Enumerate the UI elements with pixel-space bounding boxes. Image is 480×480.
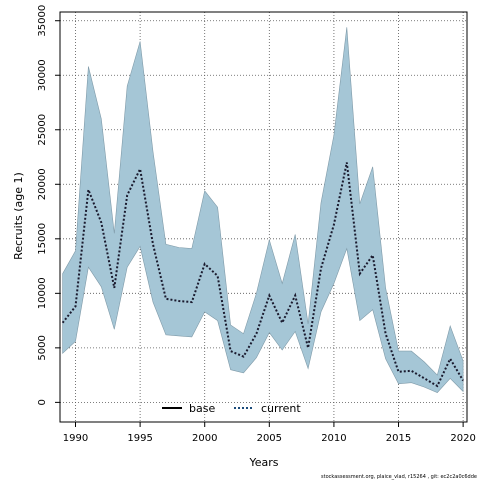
- y-axis-ticks: 0 5000 10000 15000 20000 25000 30000 35000: [37, 5, 60, 406]
- y-tick-label: 30000: [37, 59, 48, 91]
- y-axis-title: Recruits (age 1): [12, 172, 25, 260]
- x-axis-title: Years: [248, 456, 278, 469]
- legend-base-label: base: [189, 402, 215, 415]
- x-tick-label: 2020: [450, 433, 475, 444]
- y-tick-label: 35000: [37, 5, 48, 37]
- x-tick-label: 1990: [63, 433, 88, 444]
- series-line-current: [61, 162, 464, 388]
- legend: base current: [162, 402, 301, 415]
- series-lines: [61, 162, 464, 388]
- confidence-band: [62, 27, 464, 393]
- x-tick-label: 2000: [192, 433, 217, 444]
- y-tick-label: 20000: [37, 168, 48, 200]
- plot-frame: [59, 11, 468, 423]
- x-tick-label: 2005: [257, 433, 282, 444]
- legend-current-label: current: [261, 402, 301, 415]
- x-axis-ticks: 1990 1995 2000 2005 2010 2015 2020: [63, 422, 476, 444]
- y-tick-label: 0: [37, 399, 48, 405]
- y-tick-label: 25000: [37, 114, 48, 146]
- y-tick-label: 10000: [37, 277, 48, 309]
- confidence-band-area: [62, 27, 464, 393]
- footer-attribution: stockassessment.org, plaice_vlad, r15264…: [321, 474, 477, 480]
- x-tick-label: 2010: [321, 433, 346, 444]
- x-tick-label: 2015: [386, 433, 411, 444]
- y-tick-label: 5000: [37, 335, 48, 360]
- x-tick-label: 1995: [127, 433, 152, 444]
- y-tick-label: 15000: [37, 223, 48, 255]
